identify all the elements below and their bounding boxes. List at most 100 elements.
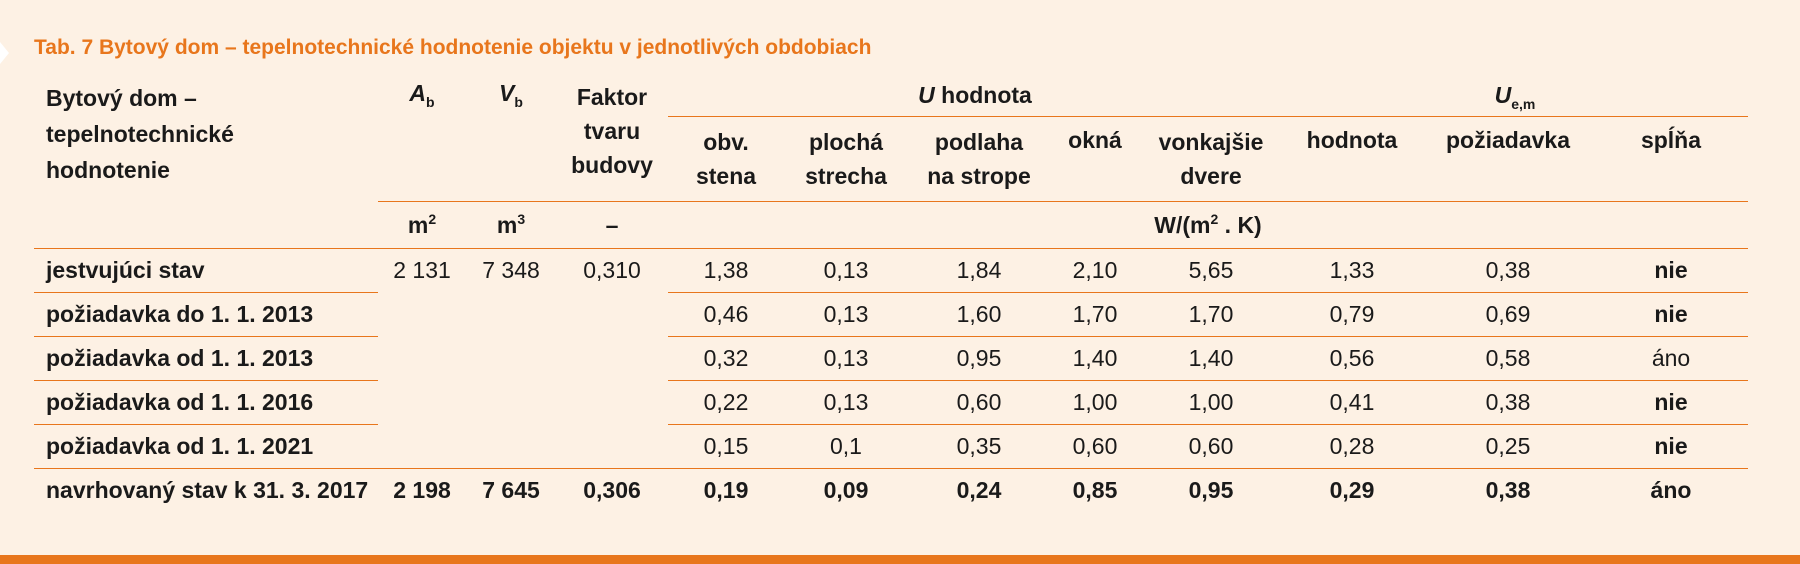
header-windows: okná <box>1068 127 1122 153</box>
cell-value: 0,09 <box>784 468 908 512</box>
cell-value: 0,25 <box>1422 424 1594 469</box>
row-label: jestvujúci stav <box>34 248 378 293</box>
blank-cell <box>378 425 466 469</box>
table-row: navrhovaný stav k 31. 3. 2017 2 198 7 64… <box>34 468 1748 512</box>
cell-vb: 7 645 <box>466 468 556 512</box>
cell-value: 0,15 <box>668 424 784 469</box>
cell-value: 0,28 <box>1282 424 1422 469</box>
cell-value: 0,38 <box>1422 380 1594 425</box>
row-label: požiadavka od 1. 1. 2021 <box>34 424 378 469</box>
blank-cell <box>378 293 466 337</box>
blank-cell <box>466 337 556 381</box>
cell-value: 0,19 <box>668 468 784 512</box>
cell-value: 0,95 <box>908 336 1050 381</box>
cell-value: 0,13 <box>784 248 908 293</box>
header-uem-group: Ue,m <box>1282 74 1748 117</box>
cell-value: 1,70 <box>1140 292 1282 337</box>
blank-cell <box>378 337 466 381</box>
unit-ab: m2 <box>378 201 466 249</box>
cell-value: 1,70 <box>1050 292 1140 337</box>
header-outer-wall: obv. stena <box>695 129 757 189</box>
blank-cell <box>378 381 466 425</box>
cell-value: 0,24 <box>908 468 1050 512</box>
cell-value: 0,58 <box>1422 336 1594 381</box>
row-label: požiadavka od 1. 1. 2016 <box>34 380 378 425</box>
cell-value: 0,95 <box>1140 468 1282 512</box>
cell-value: 0,13 <box>784 380 908 425</box>
header-flat-roof: plochá strecha <box>805 129 887 189</box>
header-building-evaluation: Bytový dom – tepelnotechnické hodnotenie <box>46 85 234 183</box>
table-row: požiadavka od 1. 1. 2021 0,15 0,1 0,35 0… <box>34 424 1748 469</box>
cell-value: 0,32 <box>668 336 784 381</box>
header-units-blank <box>34 202 378 249</box>
cell-complies: áno <box>1594 336 1748 381</box>
cell-complies: nie <box>1594 248 1748 293</box>
cell-value: 0,38 <box>1422 248 1594 293</box>
cell-value: 0,46 <box>668 292 784 337</box>
blank-cell <box>466 425 556 469</box>
table-caption: Tab. 7 Bytový dom – tepelnotechnické hod… <box>34 36 872 59</box>
header-outer-doors: vonkajšie dvere <box>1158 129 1264 189</box>
header-vb: Vb <box>499 80 523 110</box>
blank-cell <box>556 381 668 425</box>
cell-ab: 2 198 <box>378 468 466 512</box>
row-label: navrhovaný stav k 31. 3. 2017 <box>34 468 378 512</box>
row-label: požiadavka od 1. 1. 2013 <box>34 336 378 381</box>
cell-value: 0,22 <box>668 380 784 425</box>
blank-cell <box>556 337 668 381</box>
cell-value: 0,60 <box>908 380 1050 425</box>
header-shape-factor: Faktor tvaru budovy <box>571 84 653 178</box>
cell-complies: nie <box>1594 380 1748 425</box>
cell-value: 0,38 <box>1422 468 1594 512</box>
cell-value: 0,85 <box>1050 468 1140 512</box>
blank-cell <box>556 425 668 469</box>
unit-u-values: W/(m2 . K) <box>668 201 1748 249</box>
table-row: požiadavka od 1. 1. 2016 0,22 0,13 0,60 … <box>34 380 1748 425</box>
cell-faktor: 0,306 <box>556 468 668 512</box>
cell-value: 0,1 <box>784 424 908 469</box>
cell-value: 0,35 <box>908 424 1050 469</box>
table-row: jestvujúci stav 2 131 7 348 0,310 1,38 0… <box>34 248 1748 293</box>
cell-value: 0,60 <box>1140 424 1282 469</box>
cell-value: 1,84 <box>908 248 1050 293</box>
cell-value: 1,38 <box>668 248 784 293</box>
header-ab: Ab <box>409 80 435 110</box>
cell-complies: nie <box>1594 292 1748 337</box>
table-row: požiadavka od 1. 1. 2013 0,32 0,13 0,95 … <box>34 336 1748 381</box>
cell-value: 1,40 <box>1050 336 1140 381</box>
cell-faktor: 0,310 <box>556 248 668 293</box>
cell-value: 0,60 <box>1050 424 1140 469</box>
cell-value: 1,40 <box>1140 336 1282 381</box>
header-uem-value: hodnota <box>1306 127 1398 153</box>
header-u-value-group: U hodnota <box>668 74 1282 117</box>
cell-vb: 7 348 <box>466 248 556 293</box>
cell-value: 0,13 <box>784 292 908 337</box>
cell-value: 0,13 <box>784 336 908 381</box>
cell-value: 1,60 <box>908 292 1050 337</box>
cell-value: 5,65 <box>1140 248 1282 293</box>
header-floor-on-ceiling: podlaha na strope <box>927 129 1031 189</box>
caption-marker <box>0 42 9 64</box>
blank-cell <box>466 293 556 337</box>
cell-complies: nie <box>1594 424 1748 469</box>
cell-value: 0,41 <box>1282 380 1422 425</box>
cell-value: 1,00 <box>1140 380 1282 425</box>
cell-value: 0,29 <box>1282 468 1422 512</box>
cell-value: 0,56 <box>1282 336 1422 381</box>
row-label: požiadavka do 1. 1. 2013 <box>34 292 378 337</box>
unit-vb: m3 <box>466 201 556 249</box>
thermal-evaluation-table: Bytový dom – tepelnotechnické hodnotenie… <box>34 74 1748 512</box>
cell-value: 0,69 <box>1422 292 1594 337</box>
table-row: požiadavka do 1. 1. 2013 0,46 0,13 1,60 … <box>34 292 1748 337</box>
cell-value: 2,10 <box>1050 248 1140 293</box>
cell-value: 1,00 <box>1050 380 1140 425</box>
cell-value: 0,79 <box>1282 292 1422 337</box>
bottom-accent-bar <box>0 555 1800 564</box>
blank-cell <box>466 381 556 425</box>
header-uem-complies: spĺňa <box>1640 127 1702 153</box>
header-uem-requirement: požiadavka <box>1446 127 1570 153</box>
cell-value: 1,33 <box>1282 248 1422 293</box>
cell-complies: áno <box>1594 468 1748 512</box>
cell-ab: 2 131 <box>378 248 466 293</box>
unit-faktor: – <box>556 201 668 249</box>
